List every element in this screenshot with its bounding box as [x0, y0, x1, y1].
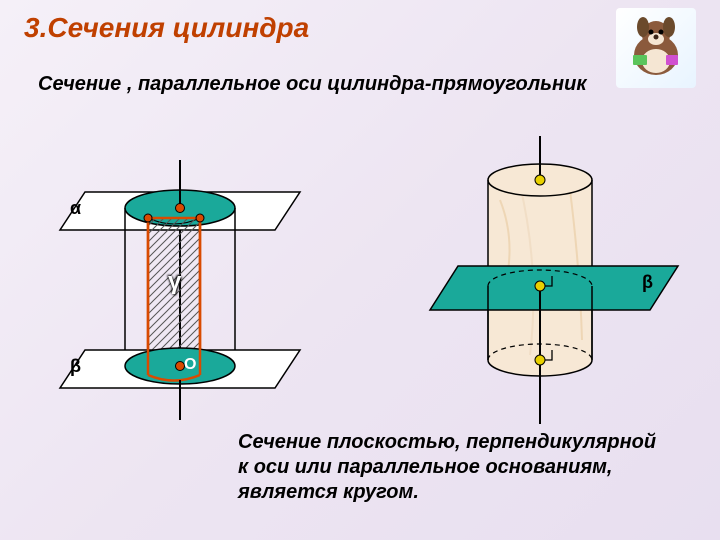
mascot-image — [616, 8, 696, 88]
slide-title: 3.Сечения цилиндра — [24, 12, 696, 44]
label-O: О — [184, 356, 196, 374]
label-alpha: α — [70, 198, 81, 219]
label-gamma: γ — [168, 268, 181, 296]
label-beta-right: β — [642, 272, 653, 293]
subtitle-parallel: Сечение , параллельное оси цилиндра-прям… — [38, 72, 587, 97]
diagram-axial-section: α β γ О — [40, 150, 320, 430]
label-beta-left: β — [70, 356, 81, 377]
subtitle-perpendicular: Сечение плоскостью, перпендикулярной к о… — [238, 430, 668, 505]
diagram-perpendicular-section: β — [420, 130, 700, 430]
